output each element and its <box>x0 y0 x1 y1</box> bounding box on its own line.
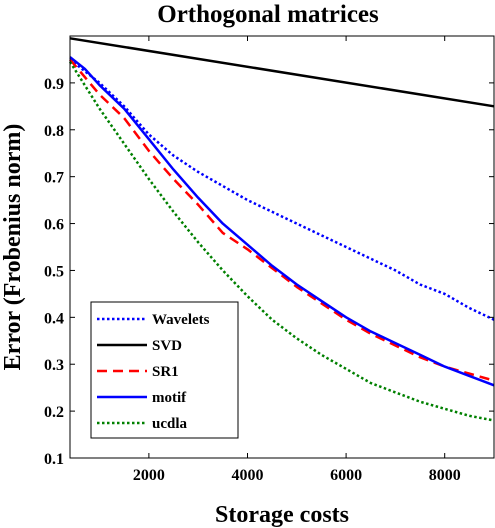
legend-label-svd: SVD <box>152 338 182 354</box>
y-axis-label: Error (Frobenius norm) <box>0 124 26 371</box>
y-tick-label: 0.4 <box>44 310 64 327</box>
series-line-svd <box>69 37 495 108</box>
plot-series <box>68 37 495 422</box>
legend-entries: Wavelets SVD SR1 motif ucdla <box>97 312 210 432</box>
y-tick-label: 0.3 <box>44 357 64 374</box>
series-line-sr1 <box>69 58 495 382</box>
plot-frame <box>69 35 495 459</box>
y-tick-label: 0.5 <box>44 263 64 280</box>
series-line-wavelets <box>69 58 495 321</box>
x-tick-label: 4000 <box>231 467 263 484</box>
x-tick-label: 8000 <box>429 467 461 484</box>
y-tick-label: 0.6 <box>44 217 64 234</box>
axis-ticks: 2000 4000 6000 8000 0.1 0.2 0.3 0.4 0.5 0.6 0.7 0.8… <box>44 36 494 484</box>
y-tick-label: 0.7 <box>44 170 64 187</box>
legend-label-wavelets: Wavelets <box>152 312 210 328</box>
y-tick-label: 0.9 <box>44 76 64 93</box>
y-tick-label: 0.2 <box>44 404 64 421</box>
legend-label-sr1: SR1 <box>152 364 179 380</box>
legend-label-ucdla: ucdla <box>152 416 188 432</box>
series-line-motif <box>69 56 495 387</box>
x-tick-label: 6000 <box>330 467 362 484</box>
y-tick-label: 0.8 <box>44 123 64 140</box>
legend: Wavelets SVD SR1 motif ucdla <box>90 301 239 439</box>
y-tick-label: 0.1 <box>44 451 64 468</box>
legend-label-motif: motif <box>152 390 187 406</box>
chart-title: Orthogonal matrices <box>157 1 379 28</box>
x-axis-label: Storage costs <box>215 502 349 528</box>
x-tick-label: 2000 <box>133 467 165 484</box>
